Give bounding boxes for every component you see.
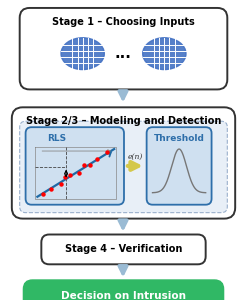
FancyBboxPatch shape — [41, 234, 206, 264]
Text: RLS: RLS — [47, 133, 66, 143]
Text: Stage 2/3 – Modeling and Detection: Stage 2/3 – Modeling and Detection — [26, 116, 221, 126]
Text: Stage 4 – Verification: Stage 4 – Verification — [65, 244, 182, 254]
FancyBboxPatch shape — [20, 121, 227, 213]
Text: Stage 1 – Choosing Inputs: Stage 1 – Choosing Inputs — [52, 17, 195, 27]
FancyBboxPatch shape — [26, 127, 124, 205]
Text: Decision on Intrusion: Decision on Intrusion — [61, 291, 186, 301]
FancyBboxPatch shape — [24, 280, 223, 302]
Ellipse shape — [61, 38, 104, 69]
Ellipse shape — [143, 38, 186, 69]
FancyBboxPatch shape — [12, 107, 235, 219]
Text: e(n): e(n) — [128, 153, 143, 161]
Text: ...: ... — [115, 46, 131, 61]
FancyBboxPatch shape — [147, 127, 212, 205]
Text: Threshold: Threshold — [154, 133, 205, 143]
FancyBboxPatch shape — [20, 8, 227, 89]
